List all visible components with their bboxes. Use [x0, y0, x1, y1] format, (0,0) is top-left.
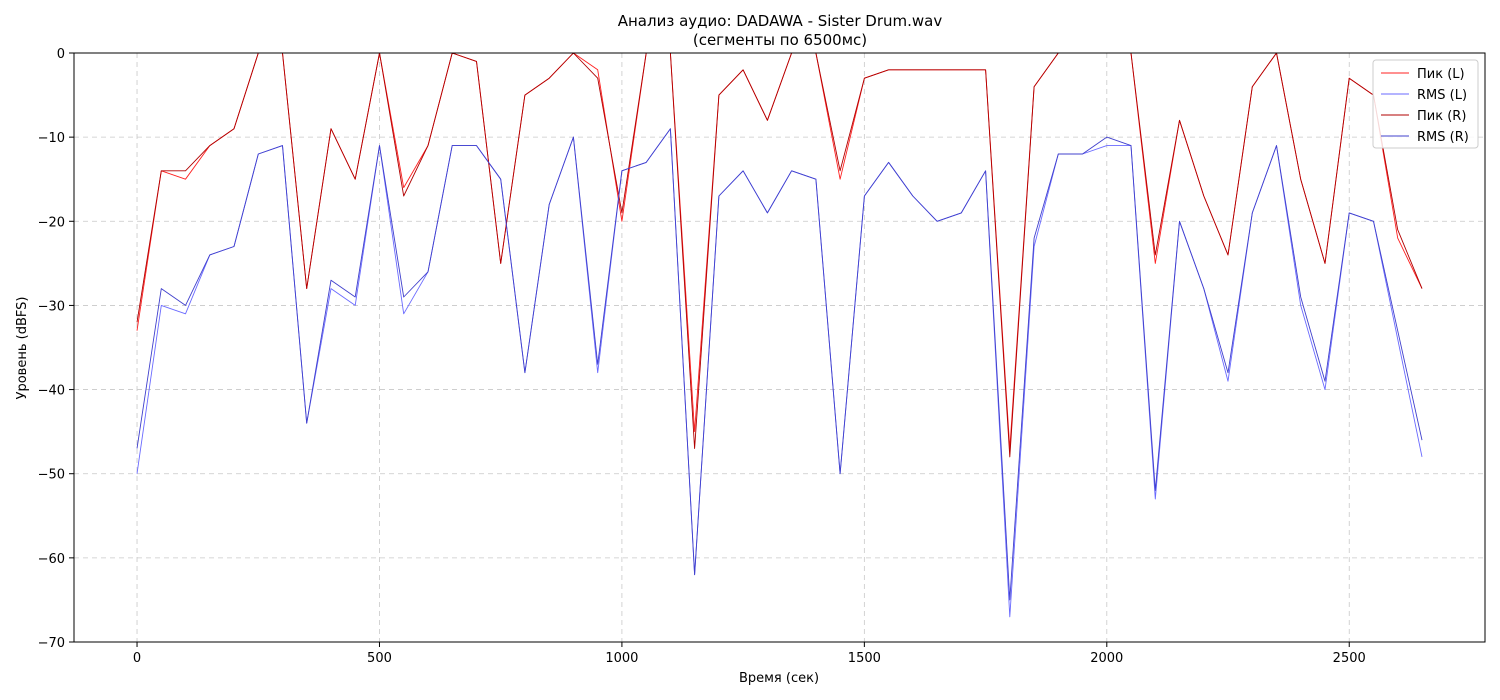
x-tick-label: 1000 — [605, 651, 638, 666]
series-lines — [136, 52, 1423, 618]
legend: Пик (L) RMS (L) Пик (R) RMS (R) — [1372, 59, 1479, 149]
x-tick-label: 2500 — [1333, 651, 1366, 666]
chart-subtitle: (сегменты по 6500мс) — [693, 31, 867, 49]
legend-label: RMS (R) — [1417, 130, 1469, 145]
series-line-3 — [136, 52, 1423, 458]
chart-title: Анализ аудио: DADAWA - Sister Drum.wav — [618, 12, 943, 30]
legend-box — [1372, 59, 1479, 149]
y-tick-label: −40 — [38, 384, 65, 399]
y-tick-label: −10 — [38, 131, 65, 146]
x-tick-label: 2000 — [1090, 651, 1123, 666]
grid-lines — [74, 53, 1485, 642]
x-tick-label: 500 — [367, 651, 392, 666]
series-line-2 — [136, 128, 1423, 618]
axis-ticks: 0 500 1000 1500 2000 2500 0 −10 −20 −30 −40 −50 −60 −… — [38, 47, 1366, 666]
y-tick-label: −50 — [38, 468, 65, 483]
y-tick-label: 0 — [57, 47, 65, 62]
y-axis-label: Уровень (dBFS) — [15, 297, 30, 400]
series-line-4 — [136, 128, 1423, 601]
legend-label: RMS (L) — [1417, 88, 1467, 103]
x-tick-label: 1500 — [848, 651, 881, 666]
y-tick-label: −30 — [38, 299, 65, 314]
y-tick-label: −70 — [38, 636, 65, 651]
legend-label: Пик (R) — [1417, 109, 1466, 124]
y-tick-label: −20 — [38, 215, 65, 230]
x-tick-label: 0 — [133, 651, 141, 666]
x-axis-label: Время (сек) — [739, 671, 819, 686]
legend-label: Пик (L) — [1417, 67, 1465, 82]
y-tick-label: −60 — [38, 552, 65, 567]
plot-frame — [73, 52, 1486, 643]
